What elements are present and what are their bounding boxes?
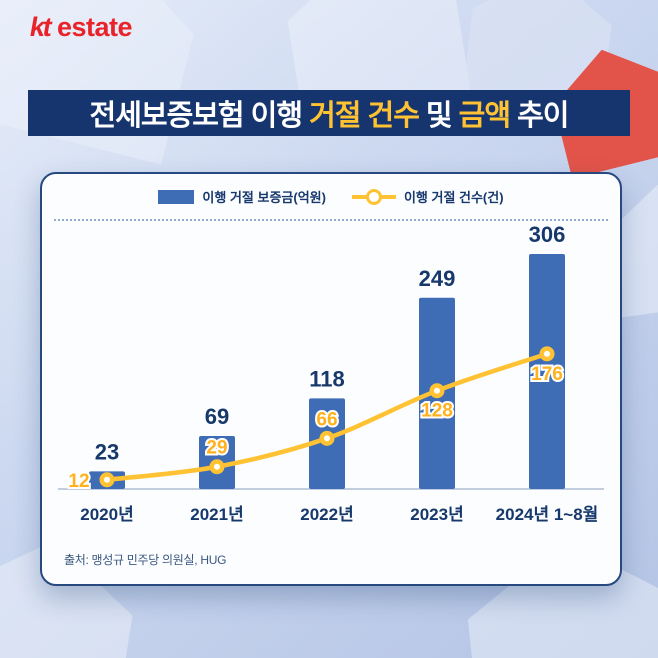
line-marker-center [104, 476, 110, 483]
line-marker-center [324, 435, 330, 442]
bar-2024년 1~8월 [529, 254, 565, 489]
bar-value-label: 23 [95, 439, 119, 464]
legend-item-line: 이행 거절 건수(건) [351, 187, 504, 206]
kt-estate-logo: kt estate [27, 12, 133, 43]
line-value-label: 12 [68, 471, 89, 492]
estate-logo-text: estate [57, 12, 133, 42]
category-label-2021년: 2021년 [190, 505, 243, 524]
chart-card: 이행 거절 보증금(억원) 이행 거절 건수(건) 23 69 118 249 306 1… [40, 172, 622, 586]
bar-legend-label: 이행 거절 보증금(억원) [202, 190, 326, 205]
source-note: 출처: 맹성규 민주당 의원실, HUG [64, 553, 227, 567]
line-legend-swatch [351, 188, 396, 205]
line-value-label: 29 [206, 438, 227, 459]
title-part: 추이 [510, 100, 569, 132]
line-value-label: 66 [316, 409, 337, 430]
line-legend-label: 이행 거절 건수(건) [403, 190, 504, 205]
category-label-2024년 1~8월: 2024년 1~8월 [496, 505, 599, 524]
category-label-2022년: 2022년 [300, 505, 353, 524]
line-marker-center [434, 387, 440, 394]
line-value-label: 176 [531, 364, 563, 385]
title-part: 및 [418, 100, 459, 132]
line-marker-center [214, 463, 220, 470]
title-highlight: 거절 건수 [309, 100, 420, 132]
bar-line-chart: 23 69 118 249 306 12 29 66 128 176 2020년 2021년 2022년… [58, 224, 604, 524]
legend-item-bar: 이행 거절 보증금(억원) [158, 187, 326, 206]
chart-legend: 이행 거절 보증금(억원) 이행 거절 건수(건) [42, 187, 620, 206]
line-value-label: 128 [421, 401, 453, 422]
line-legend-marker-icon [365, 188, 382, 205]
title-part: 전세보증보험 이행 [89, 100, 310, 132]
category-label-2020년: 2020년 [80, 505, 133, 524]
bar-value-label: 249 [419, 266, 456, 291]
category-label-2023년: 2023년 [410, 505, 463, 524]
line-marker-center [544, 350, 550, 357]
title-highlight: 금액 [458, 100, 511, 132]
title-banner: 전세보증보험 이행 거절 건수 및 금액 추이 [28, 90, 630, 136]
bar-value-label: 69 [205, 404, 229, 429]
legend-separator [54, 219, 608, 221]
bar-legend-swatch [158, 189, 195, 204]
bar-value-label: 306 [529, 224, 566, 247]
bar-value-label: 118 [309, 366, 345, 391]
kt-logo-text: kt [27, 12, 53, 42]
